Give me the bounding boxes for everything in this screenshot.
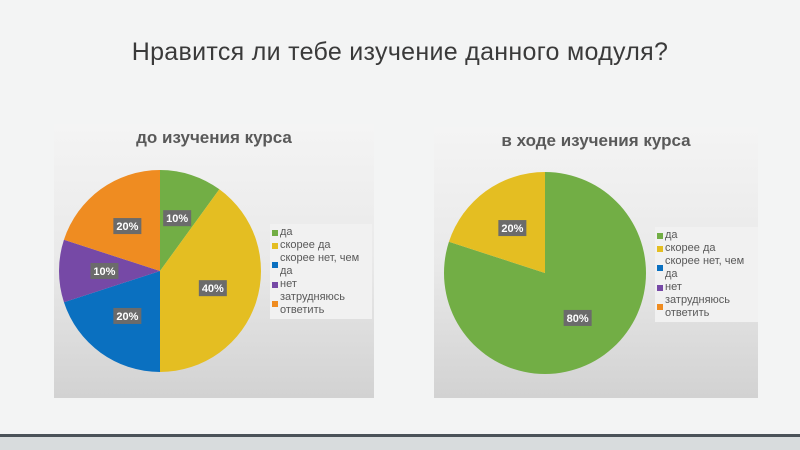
chart-title: до изучения курса [136,128,292,147]
legend-swatch [657,232,663,239]
chart-legend: да скорее да скорее нет, чем да нет затрудня… [270,224,372,319]
legend-label: скорее нет, чем да [665,255,745,280]
legend-item: скорее нет, чем да [657,255,758,281]
legend-label: да [665,229,678,241]
data-label: 20% [116,311,138,323]
legend-label: да [280,226,293,238]
legend-label: нет [280,278,297,290]
legend-label: затрудняюсь ответить [280,291,346,316]
legend-item: нет [657,281,758,294]
chart-legend: да скорее да скорее нет, чем да нет затрудня… [655,227,758,322]
legend-swatch [272,229,278,236]
footer-bar [0,437,800,450]
chart-during-course: в ходе изучения курса 80% 20% да скорее да… [434,127,758,398]
chart-title: в ходе изучения курса [501,131,691,150]
legend-swatch [657,265,663,271]
legend-item: скорее да [657,242,758,255]
legend-label: скорее нет, чем да [280,252,360,277]
legend-swatch [272,262,278,268]
chart-before-course: до изучения курса 10% 40% 20% 10% 20% да скор… [54,124,374,398]
slide-title: Нравится ли тебе изучение данного модуля… [131,38,669,66]
pie-chart: 10% 40% 20% 10% 20% [59,170,261,372]
data-label-bg [163,210,192,227]
data-label-bg [90,263,119,279]
data-label-bg [113,218,142,235]
data-label-bg [563,309,592,326]
pie-slice-4 [63,170,160,271]
legend-swatch [657,304,663,310]
data-label: 20% [116,221,138,233]
legend-swatch [272,281,278,288]
pie-chart: 80% 20% [444,172,646,374]
pie-slice-2 [63,271,160,372]
data-label: 20% [501,223,523,235]
data-label: 10% [166,213,188,225]
legend-item: нет [272,278,372,291]
legend-swatch [272,242,278,249]
data-label: 80% [567,313,589,325]
legend-swatch [272,301,278,307]
footer-divider [0,434,800,437]
legend-label: нет [665,281,682,293]
legend-item: скорее нет, чем да [272,252,372,278]
legend-item: скорее да [272,239,372,252]
legend-item: затрудняюсь ответить [657,294,758,320]
data-label-bg [198,280,227,297]
data-label: 10% [93,266,115,278]
legend-item: да [272,226,372,239]
legend-item: да [657,229,758,242]
pie-slice-1 [448,172,545,273]
legend-label: скорее да [280,239,331,251]
legend-swatch [657,245,663,252]
data-label: 40% [202,283,224,295]
legend-label: затрудняюсь ответить [665,294,731,319]
legend-swatch [657,284,663,291]
legend-label: скорее да [665,242,716,254]
data-label-bg [113,307,142,324]
legend-item: затрудняюсь ответить [272,291,372,317]
data-label-bg [498,220,527,237]
